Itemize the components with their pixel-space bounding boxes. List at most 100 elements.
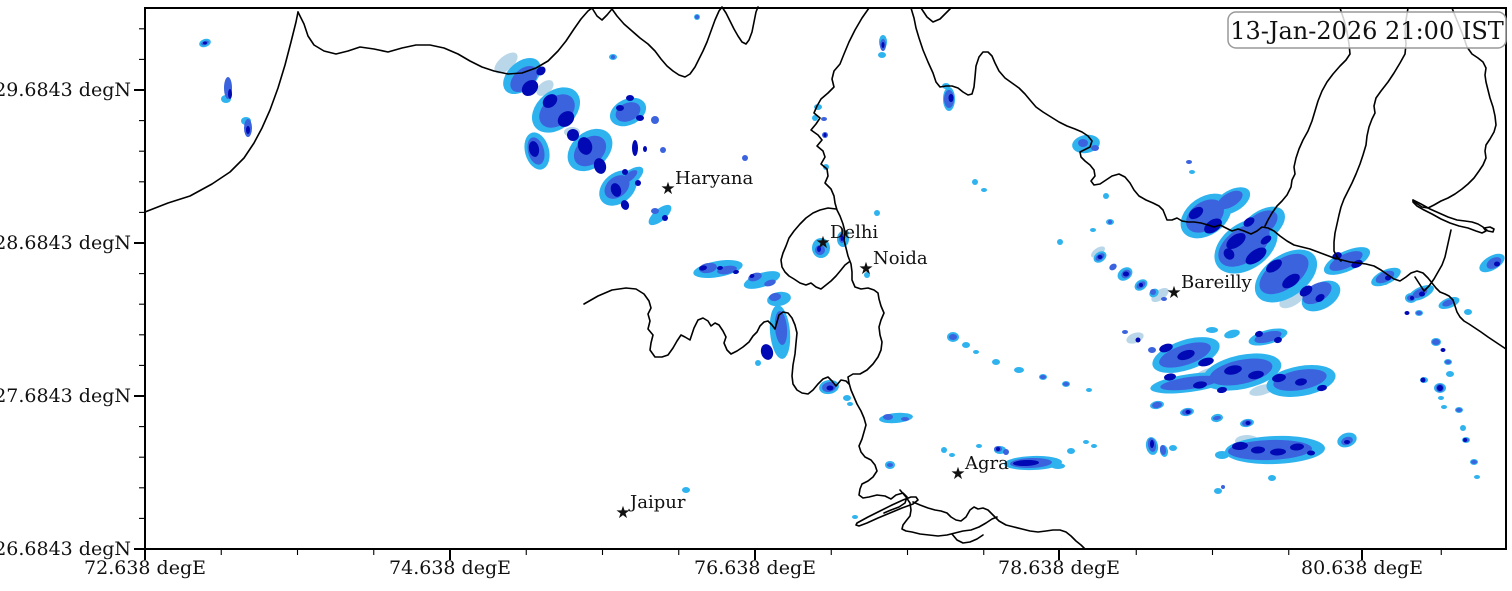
precip-cell (651, 116, 659, 124)
boundary-line (1412, 199, 1487, 234)
precip-cell (622, 169, 628, 175)
precip-cell (901, 417, 909, 421)
precip-cell (1440, 348, 1446, 352)
precip-cell (611, 55, 615, 59)
precip-cell (973, 350, 979, 354)
city-label: Agra (964, 453, 1009, 474)
precip-cell (1086, 388, 1092, 392)
precip-cell (1063, 382, 1069, 386)
precip-cell (1103, 193, 1109, 199)
precip-cell (662, 215, 668, 221)
boundary-line (583, 287, 850, 395)
boundary-line (1412, 7, 1497, 209)
precip-cell (1215, 451, 1229, 459)
precip-cell (1404, 311, 1410, 315)
y-tick-label: 27.6843 degN (0, 385, 131, 407)
precip-cell (1441, 405, 1447, 409)
city-label: Delhi (830, 222, 878, 243)
axis-ticks-layer: 72.638 degE 74.638 degE 76.638 degE 78.638 … (0, 28, 1442, 579)
precip-cell (755, 360, 761, 366)
precip-cell (1091, 444, 1097, 448)
x-tick-label: 74.638 degE (389, 557, 511, 579)
precip-cell (992, 359, 1000, 365)
precip-cell (1460, 425, 1466, 431)
precip-cell (636, 115, 644, 121)
boundary-line (951, 533, 984, 544)
precip-cell (1251, 446, 1265, 454)
precip-cell (1226, 233, 1246, 249)
city-marker-agra: ★ Agra (950, 453, 1009, 484)
precip-cell (1255, 330, 1263, 338)
x-tick-label: 80.638 degE (1301, 557, 1423, 579)
precip-cell (1193, 381, 1207, 389)
precip-cell (521, 80, 539, 96)
precip-cell (593, 158, 607, 174)
city-label: Noida (873, 248, 928, 269)
precip-cell (1410, 296, 1414, 300)
city-marker-haryana: ★ Haryana (660, 168, 753, 199)
precip-cell (1260, 235, 1272, 245)
city-star-icon: ★ (950, 464, 965, 484)
precip-cell (1152, 401, 1162, 409)
precip-cell (843, 395, 851, 401)
boundary-line (810, 7, 908, 514)
precip-cell (1228, 439, 1312, 461)
precip-cell (840, 235, 844, 241)
precip-cell (1279, 289, 1305, 309)
precip-cell (1185, 410, 1191, 414)
precip-cell (1317, 384, 1327, 392)
precip-cell (1139, 283, 1143, 287)
precip-cell (864, 272, 870, 278)
precip-cell (1057, 239, 1063, 245)
precip-cell (1437, 385, 1443, 391)
precip-cell (769, 292, 781, 302)
precip-cell (1150, 289, 1156, 295)
precip-cell (1432, 339, 1440, 345)
precip-cell (1123, 271, 1129, 277)
precip-cell (1282, 273, 1300, 289)
boundary-line (899, 489, 998, 537)
precip-intensity-navy (203, 41, 1500, 467)
city-star-icon: ★ (815, 233, 830, 253)
precip-cell (1471, 460, 1477, 464)
precip-cell (1221, 485, 1225, 489)
precip-cell (1456, 408, 1462, 412)
precip-cell (1109, 263, 1117, 271)
boundary-line (855, 496, 919, 527)
boundary-line (912, 501, 1086, 550)
precip-cell (878, 52, 886, 58)
precip-cell (1078, 139, 1088, 147)
precip-cell (847, 402, 853, 406)
precip-cell (1274, 336, 1282, 344)
precip-cell (1090, 228, 1096, 232)
precip-cell (764, 279, 776, 287)
precip-cell (949, 334, 957, 340)
precip-cell (1416, 311, 1422, 315)
precip-cell (1150, 440, 1154, 448)
precip-cell (976, 444, 982, 448)
boundary-line (1483, 226, 1495, 233)
precip-cell (620, 200, 630, 210)
precip-cell (1161, 297, 1167, 301)
precip-cell (1474, 475, 1480, 479)
precip-cell (1438, 396, 1444, 400)
precip-cell (981, 188, 987, 192)
city-label: Jaipur (628, 492, 686, 513)
precip-cell (246, 126, 250, 134)
boundary-line (780, 207, 850, 290)
precip-cell (1051, 463, 1065, 469)
precip-cell (1375, 270, 1395, 284)
precip-cell (812, 115, 818, 121)
precip-cell (1159, 445, 1167, 455)
precip-cell (1214, 488, 1222, 494)
city-star-icon: ★ (660, 179, 675, 199)
precip-cell (1198, 357, 1214, 367)
precip-cell (660, 147, 666, 153)
precip-cell (651, 208, 659, 214)
city-markers-layer: ★ Haryana★ Delhi★ Noida★ Bareilly★ Agra★ Jaipu… (615, 168, 1252, 523)
precip-cell (941, 447, 947, 453)
precip-cell (1097, 255, 1103, 259)
precip-cell (1108, 220, 1112, 224)
precip-cell (620, 170, 638, 184)
